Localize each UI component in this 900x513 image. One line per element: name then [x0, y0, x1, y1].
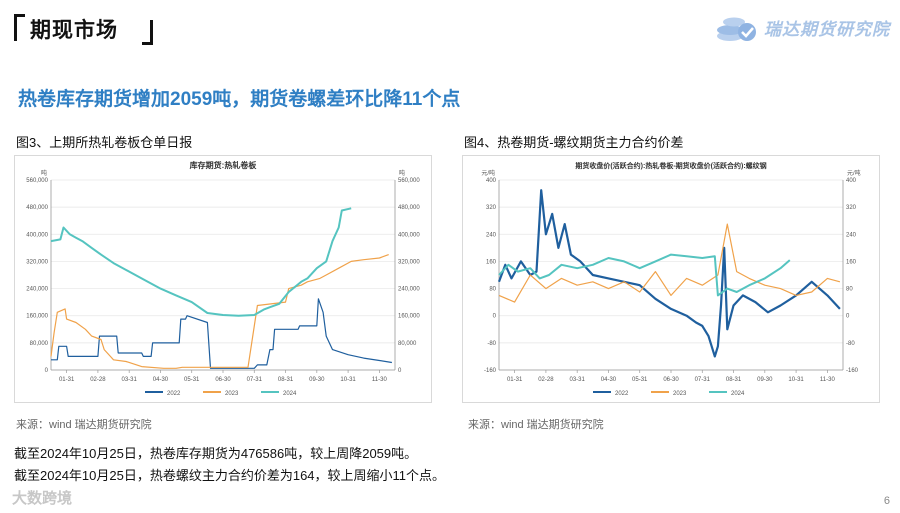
left-unit-label: 吨 [41, 169, 47, 177]
series-line-2023 [498, 223, 841, 303]
y-tick-label-left: 80 [489, 287, 496, 293]
y-tick-label-right: 560,000 [398, 178, 420, 184]
x-tick-label: 09-30 [309, 377, 325, 383]
note-inventory: 截至2024年10月25日，热卷库存期货为476586吨，较上周降2059吨。 [14, 446, 418, 461]
x-tick-label: 10-31 [788, 377, 804, 383]
legend-label: 2022 [167, 391, 181, 397]
title-bracket-left [14, 14, 25, 41]
y-tick-label-left: -160 [484, 368, 497, 374]
figure-spread: 图4、热卷期货-螺纹期货主力合约价差 期货收盘价(活跃合约):热轧卷板-期货收盘… [462, 132, 892, 412]
x-tick-label: 03-31 [570, 377, 586, 383]
y-tick-label-left: 560,000 [26, 178, 48, 184]
y-tick-label-left: 320 [486, 205, 497, 211]
note-spread: 截至2024年10月25日，热卷螺纹主力合约价差为164，较上周缩小11个点。 [14, 468, 446, 483]
legend-label: 2023 [673, 391, 687, 397]
y-tick-label-left: 480,000 [26, 205, 48, 211]
series-line-2022 [51, 298, 392, 369]
watermark: 大数跨境 [12, 490, 73, 507]
y-tick-label-left: 0 [45, 368, 49, 374]
figure-source: 来源：wind 瑞达期货研究院 [16, 419, 152, 431]
figure-caption: 图3、上期所热轧卷板仓单日报 [16, 135, 193, 150]
chart-title: 库存期货:热轧卷板 [190, 160, 258, 170]
x-tick-label: 02-28 [538, 377, 554, 383]
page-title: 期现市场 [30, 19, 118, 42]
y-tick-label-right: 160 [846, 259, 857, 265]
legend-label: 2023 [225, 391, 239, 397]
x-tick-label: 04-30 [153, 377, 169, 383]
x-tick-label: 03-31 [122, 377, 138, 383]
y-tick-label-left: 0 [493, 314, 497, 320]
x-tick-label: 01-31 [507, 377, 523, 383]
y-tick-label-right: -160 [846, 368, 859, 374]
x-tick-label: 11-30 [820, 377, 836, 383]
brand-name: 瑞达期货研究院 [764, 19, 890, 39]
legend-label: 2024 [283, 391, 297, 397]
y-tick-label-right: -80 [846, 341, 855, 347]
x-tick-label: 04-30 [601, 377, 617, 383]
page-number: 6 [883, 495, 890, 507]
y-tick-label-right: 320,000 [398, 259, 420, 265]
x-tick-label: 11-30 [372, 377, 388, 383]
figure-caption: 图4、热卷期货-螺纹期货主力合约价差 [464, 135, 684, 150]
y-tick-label-right: 0 [846, 314, 850, 320]
y-tick-label-right: 240,000 [398, 287, 420, 293]
figure-inventory: 图3、上期所热轧卷板仓单日报 库存期货:热轧卷板吨 吨 0 0 80,000 80,000… [14, 132, 444, 412]
y-tick-label-right: 240 [846, 232, 857, 238]
x-tick-label: 05-31 [184, 377, 200, 383]
title-bracket-right [142, 20, 153, 45]
y-tick-label-right: 400 [846, 178, 857, 184]
right-unit-label: 元/吨 [847, 169, 861, 177]
series-line-2023 [50, 254, 389, 369]
figure-source: 来源：wind 瑞达期货研究院 [468, 419, 604, 431]
chart-frame: 期货收盘价(活跃合约):热轧卷板-期货收盘价(活跃合约):螺纹钢元/吨 元/吨 -1… [462, 155, 880, 403]
y-tick-label-right: 0 [398, 368, 402, 374]
y-tick-label-left: -80 [487, 341, 496, 347]
y-tick-label-left: 160,000 [26, 314, 48, 320]
x-tick-label: 06-30 [663, 377, 679, 383]
y-tick-label-left: 160 [486, 259, 497, 265]
legend-label: 2024 [731, 391, 745, 397]
y-tick-label-left: 80,000 [30, 341, 49, 347]
y-tick-label-right: 320 [846, 205, 857, 211]
y-tick-label-right: 400,000 [398, 232, 420, 238]
right-unit-label: 吨 [399, 169, 405, 177]
x-tick-label: 06-30 [215, 377, 231, 383]
y-tick-label-right: 80,000 [398, 341, 417, 347]
y-tick-label-left: 400 [486, 178, 497, 184]
x-tick-label: 09-30 [757, 377, 773, 383]
x-tick-label: 02-28 [90, 377, 106, 383]
y-tick-label-left: 400,000 [26, 232, 48, 238]
x-tick-label: 10-31 [340, 377, 356, 383]
x-tick-label: 07-31 [247, 377, 263, 383]
x-tick-label: 01-31 [59, 377, 75, 383]
y-tick-label-left: 320,000 [26, 259, 48, 265]
y-tick-label-right: 480,000 [398, 205, 420, 211]
series-line-2024 [50, 207, 352, 317]
brand-logo: 瑞达期货研究院 [714, 10, 890, 44]
x-tick-label: 07-31 [695, 377, 711, 383]
x-tick-label: 08-31 [726, 377, 742, 383]
y-tick-label-left: 240,000 [26, 287, 48, 293]
chart-frame: 库存期货:热轧卷板吨 吨 0 0 80,000 80,000 160,000 160,000 2… [14, 155, 432, 403]
y-tick-label-right: 160,000 [398, 314, 420, 320]
x-tick-label: 08-31 [278, 377, 294, 383]
left-unit-label: 元/吨 [481, 169, 495, 177]
y-tick-label-right: 80 [846, 287, 853, 293]
x-tick-label: 05-31 [632, 377, 648, 383]
legend-label: 2022 [615, 391, 629, 397]
headline: 热卷库存期货增加2059吨，期货卷螺差环比降11个点 [18, 89, 461, 110]
series-line-2024 [498, 253, 791, 297]
y-tick-label-left: 240 [486, 232, 497, 238]
coins-icon [717, 17, 756, 41]
chart-title: 期货收盘价(活跃合约):热轧卷板-期货收盘价(活跃合约):螺纹钢 [575, 161, 766, 170]
series-line-2022 [497, 189, 841, 358]
